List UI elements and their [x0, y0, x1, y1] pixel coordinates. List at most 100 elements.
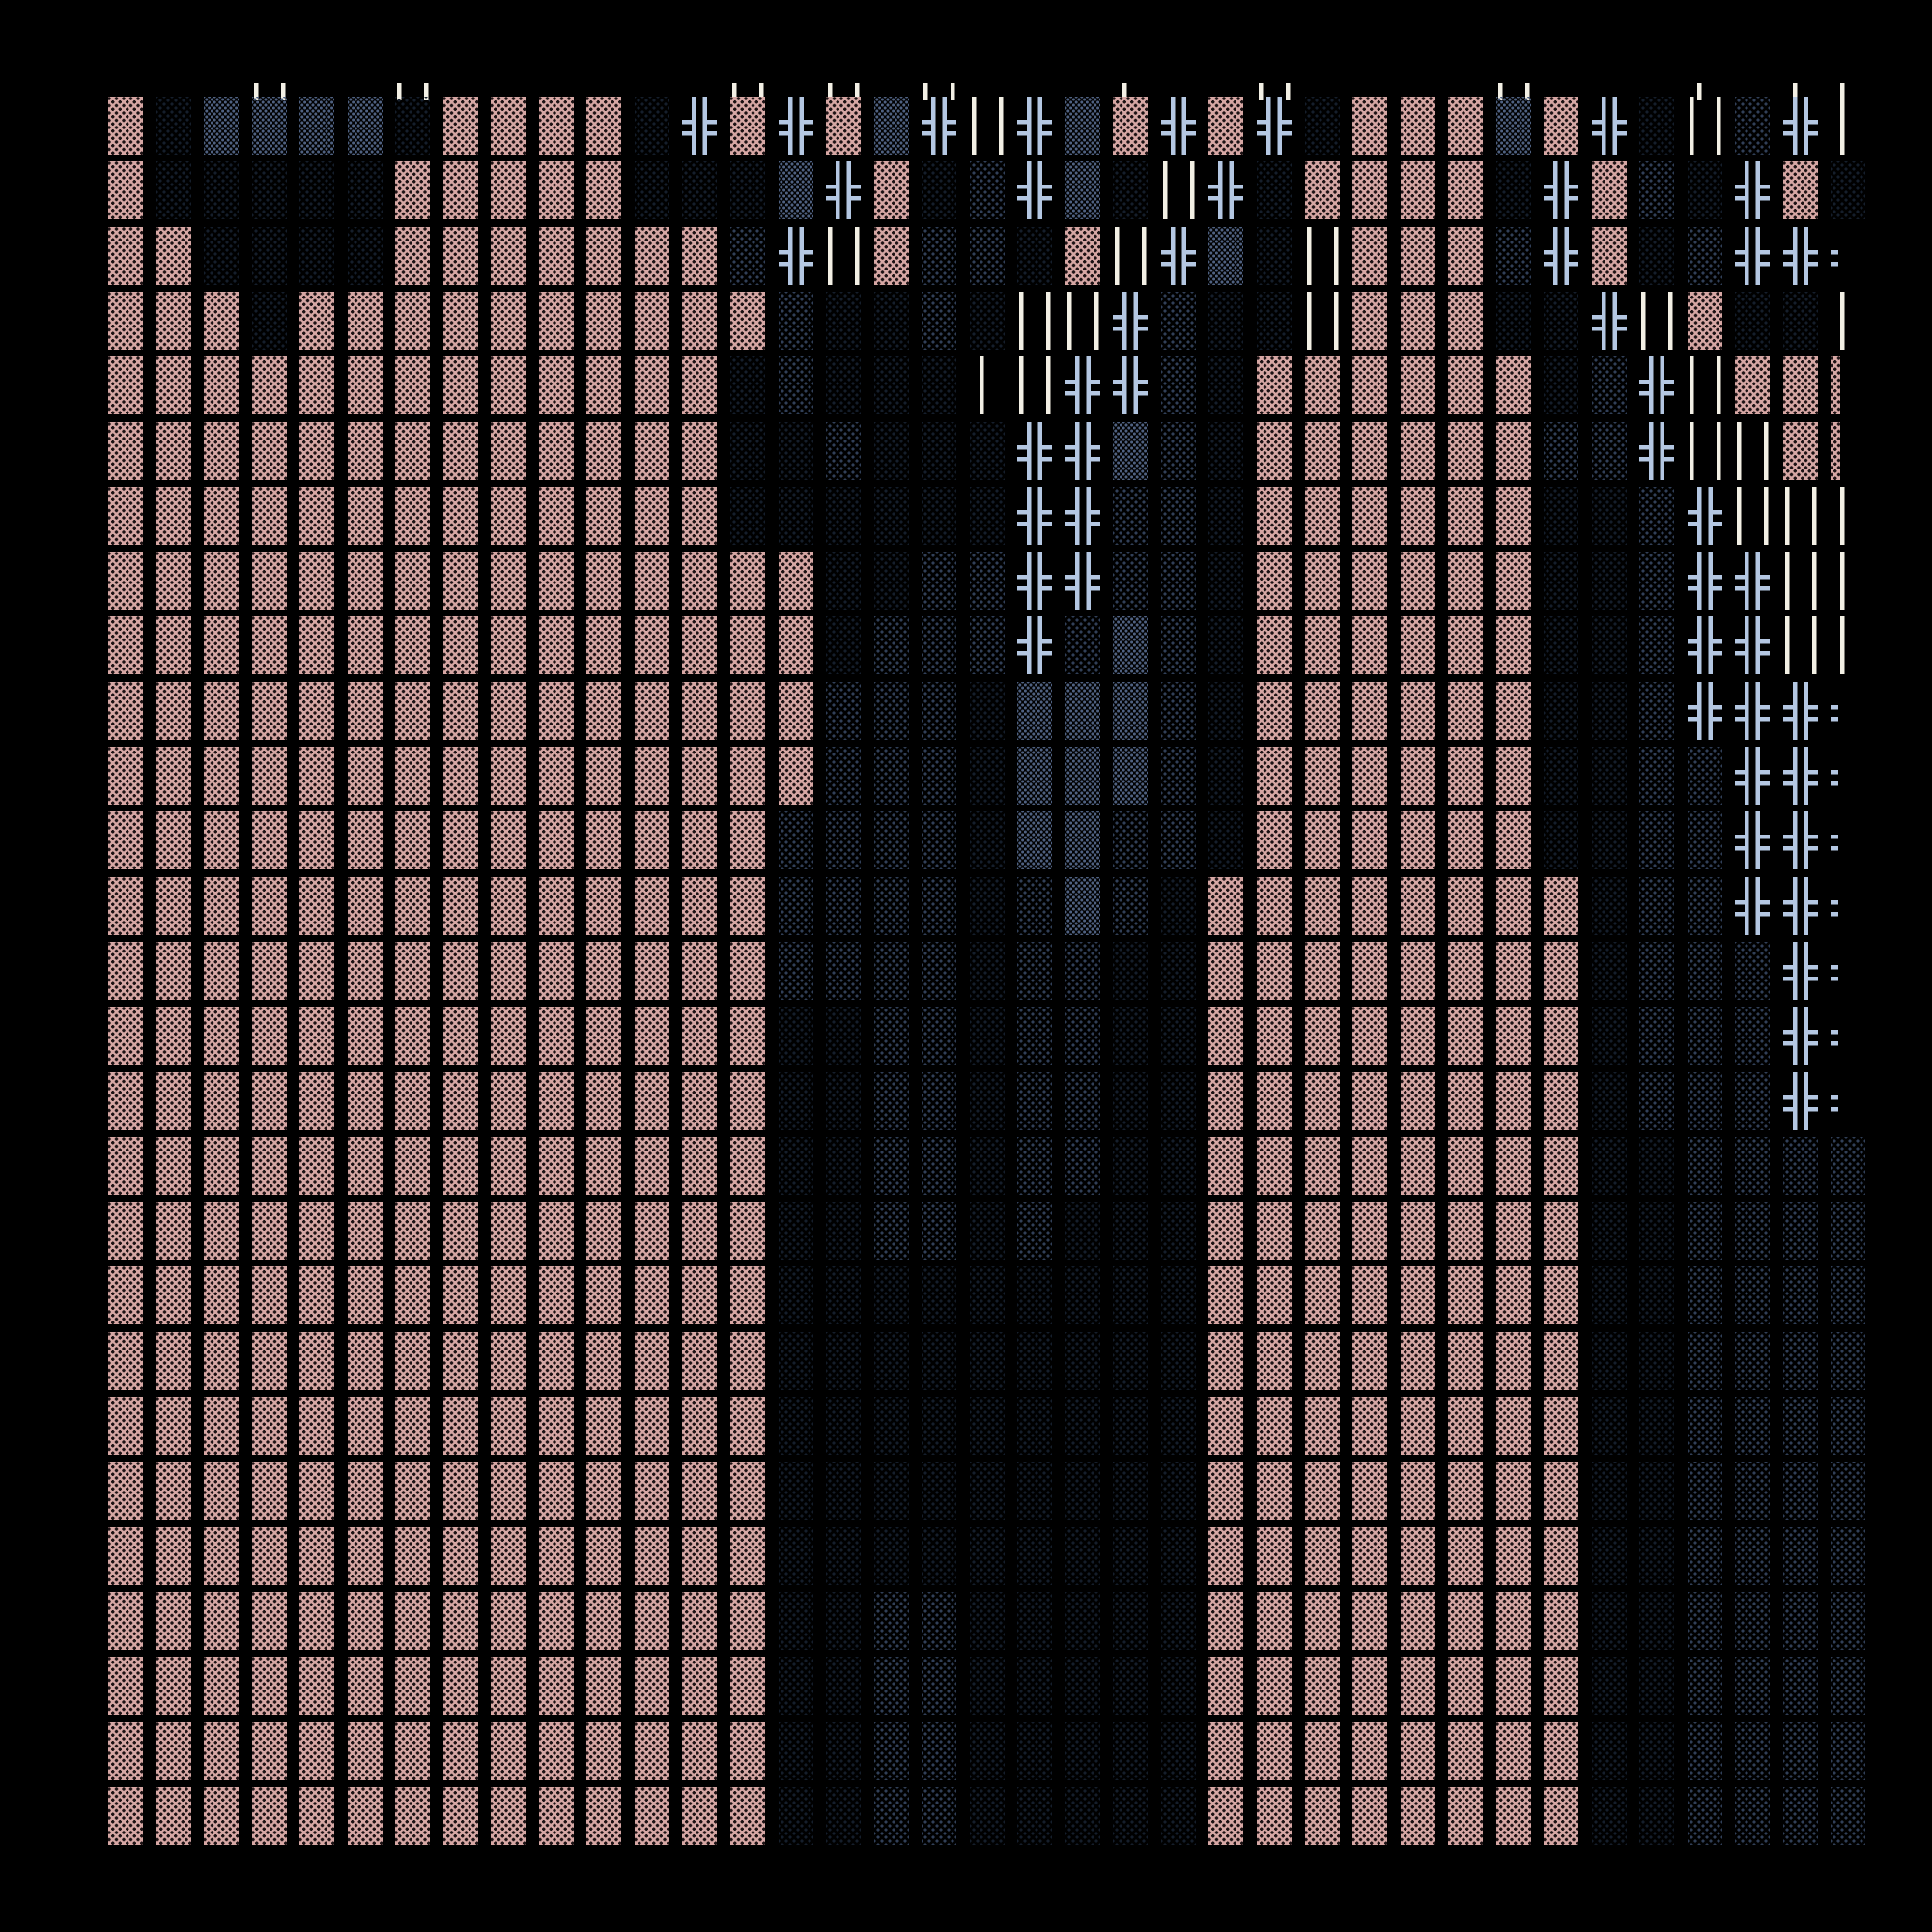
pink-shade-block	[108, 552, 143, 611]
navy-dot-block-faint	[969, 486, 1005, 545]
pink-shade-block	[682, 226, 718, 285]
pink-shade-block	[634, 1331, 669, 1390]
pink-shade-block	[634, 1136, 669, 1195]
double-bar-glyph	[1017, 356, 1053, 415]
pink-shade-block	[634, 1657, 669, 1716]
navy-dot-block-faint	[1113, 1202, 1149, 1261]
navy-dot-block	[873, 747, 909, 805]
cross-glyph	[1017, 616, 1053, 675]
navy-dot-block-faint	[969, 1721, 1005, 1780]
pink-shade-block	[1304, 681, 1340, 740]
cross-glyph	[1687, 486, 1722, 545]
navy-dot-block-faint	[1160, 876, 1196, 935]
pink-shade-block	[299, 421, 335, 480]
navy-dot-block-faint	[826, 291, 862, 350]
navy-dot-block-faint	[969, 1786, 1005, 1845]
navy-dot-block-faint	[1256, 291, 1292, 350]
pink-shade-block	[156, 1007, 191, 1065]
cross-glyph	[1735, 226, 1771, 285]
navy-dot-block-faint	[1160, 1331, 1196, 1390]
navy-dot-block-faint	[1065, 1462, 1100, 1520]
navy-dot-block	[1160, 811, 1196, 870]
pink-shade-block	[395, 1007, 431, 1065]
pink-shade-block	[730, 1526, 766, 1585]
pink-shade-block	[1256, 486, 1292, 545]
pink-shade-block	[586, 616, 622, 675]
navy-dot-block-faint	[1591, 1526, 1627, 1585]
pink-shade-block	[395, 486, 431, 545]
navy-dot-block	[873, 1202, 909, 1261]
pink-shade-block	[491, 1266, 526, 1325]
pink-shade-block	[634, 552, 669, 611]
pink-shade-block	[442, 876, 478, 935]
navy-dot-block	[1735, 1526, 1771, 1585]
pink-shade-block	[1256, 876, 1292, 935]
navy-dot-block-faint	[826, 1721, 862, 1780]
cross-glyph	[1113, 291, 1149, 350]
navy-dot-block-faint	[969, 941, 1005, 1000]
pink-shade-block	[1448, 1007, 1484, 1065]
cross-glyph	[922, 97, 957, 155]
pink-shade-block	[1544, 876, 1579, 935]
pink-shade-block	[634, 1007, 669, 1065]
pink-shade-block	[347, 1136, 383, 1195]
pink-shade-block	[634, 1397, 669, 1455]
pink-shade-block	[1352, 1462, 1388, 1520]
pink-shade-block	[730, 1462, 766, 1520]
navy-dot-block-faint	[299, 226, 335, 285]
double-tick-glyph	[1256, 43, 1292, 100]
navy-dot-block	[922, 226, 957, 285]
pink-shade-block	[1304, 1136, 1340, 1195]
navy-dot-block	[1591, 421, 1627, 480]
navy-dot-block	[1782, 1721, 1818, 1780]
pink-shade-block	[299, 941, 335, 1000]
pink-shade-block	[1352, 97, 1388, 155]
pink-shade-block	[347, 1266, 383, 1325]
tick-glyph	[1831, 43, 1866, 100]
pink-shade-block	[491, 161, 526, 220]
navy-dot-block	[1782, 1526, 1818, 1585]
tick-glyph	[1782, 43, 1818, 100]
navy-dot-block	[922, 1721, 957, 1780]
pink-shade-block	[347, 1397, 383, 1455]
pink-shade-block	[156, 291, 191, 350]
navy-dot-block-faint	[1591, 1721, 1627, 1780]
pink-shade-block	[1448, 1721, 1484, 1780]
navy-dot-block	[1017, 1071, 1053, 1130]
pink-shade-block	[1400, 876, 1435, 935]
pink-shade-block	[108, 1136, 143, 1195]
pink-shade-block	[299, 1266, 335, 1325]
navy-dot-block	[922, 747, 957, 805]
pink-shade-block	[538, 1591, 574, 1650]
pink-shade-block	[251, 941, 287, 1000]
pink-shade-block	[1400, 616, 1435, 675]
bar-glyph	[1831, 486, 1866, 545]
slate-dot-block-bright	[1065, 681, 1100, 740]
navy-dot-block-faint	[826, 552, 862, 611]
navy-dot-block	[1639, 681, 1675, 740]
navy-dot-block-faint	[969, 1071, 1005, 1130]
pink-shade-block	[1208, 876, 1244, 935]
double-bar-glyph	[1735, 486, 1771, 545]
pink-shade-block	[586, 486, 622, 545]
double-tick-glyph	[826, 43, 862, 100]
pink-shade-block	[682, 291, 718, 350]
pink-shade-block	[538, 356, 574, 415]
dash-pair-glyph	[1831, 1007, 1866, 1065]
navy-dot-block-faint	[969, 1136, 1005, 1195]
navy-dot-block-faint	[1639, 1397, 1675, 1455]
navy-dot-block-faint	[730, 421, 766, 480]
pink-shade-block	[1544, 1591, 1579, 1650]
navy-dot-block-faint	[969, 1591, 1005, 1650]
double-bar-glyph	[1782, 486, 1818, 545]
pink-shade-block	[1352, 1526, 1388, 1585]
pink-shade-block	[634, 616, 669, 675]
pink-shade-block	[1256, 616, 1292, 675]
pink-shade-block	[1352, 291, 1388, 350]
navy-dot-block-faint	[1591, 1331, 1627, 1390]
pink-shade-block	[1304, 747, 1340, 805]
navy-dot-block	[1687, 941, 1722, 1000]
pink-shade-block	[1495, 681, 1531, 740]
navy-dot-block	[1831, 1266, 1866, 1325]
pink-shade-block	[251, 747, 287, 805]
